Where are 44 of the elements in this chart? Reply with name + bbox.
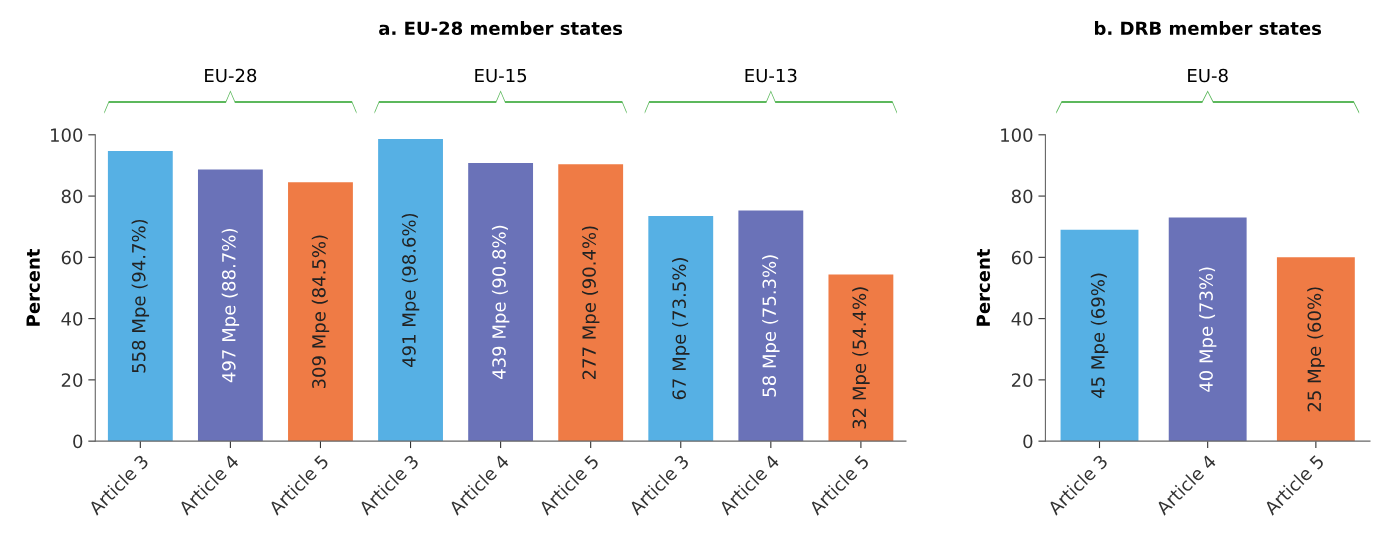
text: EU-8	[1188, 68, 1228, 83]
bar	[738, 210, 804, 442]
bar	[648, 215, 714, 442]
data-label: 58 Mpe (75.3%)	[762, 255, 780, 397]
bar	[828, 274, 894, 442]
y-tick-label: 80	[61, 189, 83, 204]
y-tick-label: 0	[73, 434, 83, 449]
text: EU-13	[745, 68, 797, 83]
y-tick-label: 80	[1011, 189, 1033, 204]
y-tick-label: 100	[1001, 128, 1033, 142]
y-tick-label: 100	[51, 128, 83, 142]
data-label: 491 Mpe (98.6%)	[401, 213, 420, 367]
data-label: 309 Mpe (84.5%)	[311, 235, 330, 389]
y-axis-title: Percent	[26, 248, 40, 326]
bar	[1168, 217, 1247, 442]
y-tick-label: 20	[1011, 373, 1033, 387]
bar	[378, 139, 443, 442]
data-label: 40 Mpe (73%)	[1198, 267, 1217, 392]
text: EU-28	[205, 68, 257, 83]
y-tick-label: 0	[1023, 434, 1033, 449]
y-tick-label: 60	[1011, 250, 1033, 265]
chart-title: b. DRB member states	[1094, 21, 1322, 36]
data-label: 25 Mpe (60%)	[1307, 287, 1325, 412]
bar	[468, 162, 534, 442]
y-tick-label: 40	[61, 312, 83, 326]
bar	[558, 164, 624, 442]
data-label: 497 Mpe (88.7%)	[221, 229, 240, 383]
data-label: 67 Mpe (73.5%)	[672, 258, 690, 400]
data-label: 32 Mpe (54.4%)	[852, 287, 870, 429]
data-label: 45 Mpe (69%)	[1090, 273, 1109, 398]
y-axis-title: Percent	[976, 248, 991, 326]
y-tick-label: 20	[61, 373, 83, 387]
bar	[288, 182, 353, 442]
bar	[1060, 229, 1139, 442]
data-label: 277 Mpe (90.4%)	[581, 226, 600, 380]
bar	[1276, 257, 1355, 442]
bar	[107, 151, 173, 442]
y-tick-label: 60	[61, 250, 83, 265]
text: EU-15	[475, 68, 527, 83]
y-tick-label: 40	[1011, 312, 1033, 326]
data-label: 558 Mpe (94.7%)	[131, 219, 150, 373]
data-label: 439 Mpe (90.8%)	[491, 225, 510, 379]
bar	[197, 169, 263, 442]
chart-title: a. EU-28 member states	[379, 21, 623, 36]
